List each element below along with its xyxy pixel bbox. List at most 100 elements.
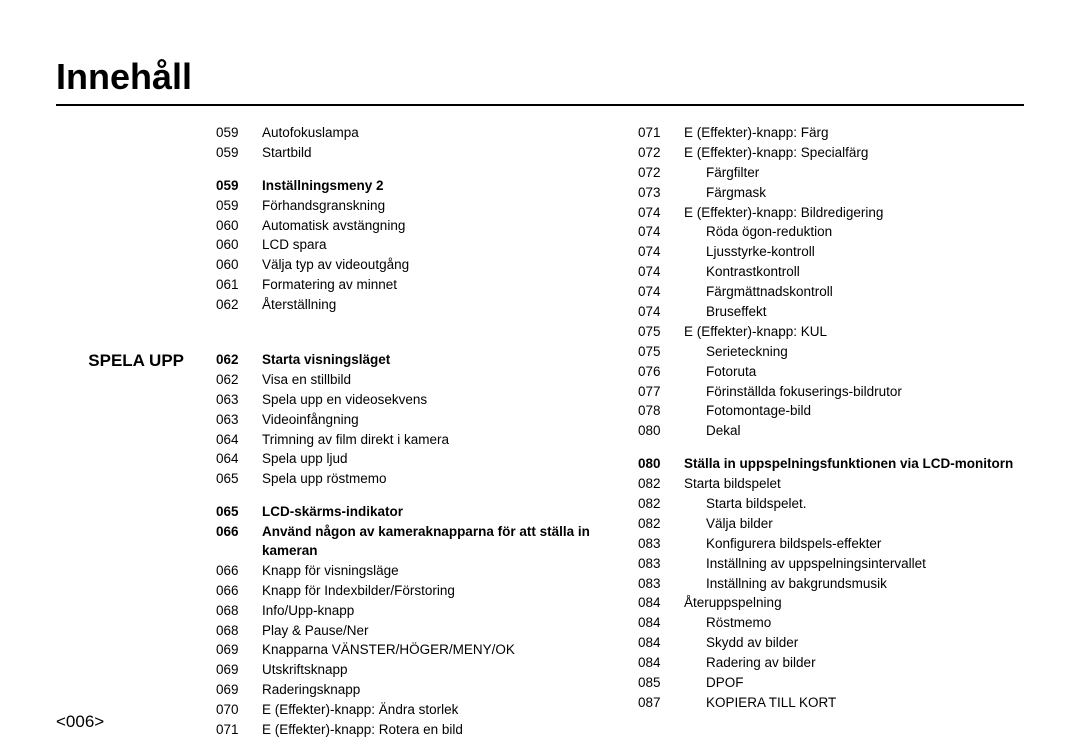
toc-entry: 071E (Effekter)-knapp: Rotera en bild	[216, 721, 602, 740]
toc-entry: 066 Knapp för visningsläge	[216, 562, 602, 581]
toc-page-number: 075	[638, 343, 670, 362]
toc-entry-text: Färgfilter	[684, 164, 1024, 183]
toc-entry: 084 Radering av bilder	[638, 654, 1024, 673]
toc-entry-text: Knapp för Indexbilder/Förstoring	[262, 582, 602, 601]
toc-entry-text: Starta bildspelet.	[684, 495, 1024, 514]
toc-entry-text: Förhandsgranskning	[262, 197, 602, 216]
toc-entry-text: LCD-skärms-indikator	[262, 503, 602, 522]
toc-page-number: 074	[638, 283, 670, 302]
toc-entry-text: Röda ögon-reduktion	[684, 223, 1024, 242]
toc-entry: 074Kontrastkontroll	[638, 263, 1024, 282]
toc-page-number: 068	[216, 622, 248, 641]
toc-entry: 059 Autofokuslampa	[216, 124, 602, 143]
toc-page-number: 082	[638, 495, 670, 514]
toc-entry-text: Inställning av bakgrundsmusik	[684, 575, 1024, 594]
toc-entry: 077Förinställda fokuserings-bildrutor	[638, 383, 1024, 402]
toc-entry-text: Spela upp en videosekvens	[262, 391, 602, 410]
toc-entry-text: Formatering av minnet	[262, 276, 602, 295]
toc-entry: 071E (Effekter)-knapp: Färg	[638, 124, 1024, 143]
toc-entry-text: Bruseffekt	[684, 303, 1024, 322]
toc-entry: 069 Raderingsknapp	[216, 681, 602, 700]
toc-entry-text: Starta visningsläget	[262, 351, 602, 370]
toc-page-number: 062	[216, 351, 248, 370]
toc-page-number: 073	[638, 184, 670, 203]
toc-page-number: 076	[638, 363, 670, 382]
toc-entry: 073 Färgmask	[638, 184, 1024, 203]
toc-entry: 062 Visa en stillbild	[216, 371, 602, 390]
toc-page-number: 059	[216, 124, 248, 143]
toc-page-number: 066	[216, 562, 248, 581]
toc-page-number: 060	[216, 236, 248, 255]
toc-entry-text: Röstmemo	[684, 614, 1024, 633]
toc-entry-text: Välja bilder	[684, 515, 1024, 534]
toc-entry-text: Ställa in uppspelningsfunktionen via LCD…	[684, 455, 1024, 474]
toc-entry: 069Knapparna VÄNSTER/HÖGER/MENY/OK	[216, 641, 602, 660]
toc-entry-text: Raderingsknapp	[262, 681, 602, 700]
toc-page-number: 061	[216, 276, 248, 295]
toc-entry-text: Inställningsmeny 2	[262, 177, 602, 196]
page-title: Innehåll	[56, 56, 1024, 106]
toc-entry: 062Återställning	[216, 296, 602, 315]
toc-page-number: 072	[638, 144, 670, 163]
section-label: SPELA UPP	[56, 351, 188, 371]
toc-entry: 083Inställning av uppspelningsintervalle…	[638, 555, 1024, 574]
toc-entry-text: Autofokuslampa	[262, 124, 602, 143]
toc-entry: 074 E (Effekter)-knapp: Bildredigering	[638, 204, 1024, 223]
toc-entry-text: Play & Pause/Ner	[262, 622, 602, 641]
toc-entry: 082Välja bilder	[638, 515, 1024, 534]
toc-entry-text: Serieteckning	[684, 343, 1024, 362]
toc-entry-text: LCD spara	[262, 236, 602, 255]
toc-entry-text: E (Effekter)-knapp: KUL	[684, 323, 1024, 342]
toc-entry-text: Använd någon av kameraknapparna för att …	[262, 523, 602, 561]
toc-entry-text: Starta bildspelet	[684, 475, 1024, 494]
toc-entry-text: Färgmask	[684, 184, 1024, 203]
toc-entry-text: Visa en stillbild	[262, 371, 602, 390]
toc-entry: 070E (Effekter)-knapp: Ändra storlek	[216, 701, 602, 720]
toc-entry-text: Startbild	[262, 144, 602, 163]
toc-page-number: 063	[216, 391, 248, 410]
toc-page-number: 060	[216, 217, 248, 236]
toc-page-number: 087	[638, 694, 670, 713]
toc-page-number: 074	[638, 204, 670, 223]
toc-entry: 059Inställningsmeny 2	[216, 177, 602, 196]
toc-page-number: 071	[216, 721, 248, 740]
toc-entry-text: DPOF	[684, 674, 1024, 693]
content-columns: 059 Autofokuslampa059 Startbild 059Inställn…	[216, 124, 1024, 741]
toc-entry: 082Starta bildspelet	[638, 475, 1024, 494]
page-number: <006>	[56, 712, 104, 732]
toc-entry-text: Färgmättnadskontroll	[684, 283, 1024, 302]
toc-entry: 061 Formatering av minnet	[216, 276, 602, 295]
toc-entry-text: Trimning av film direkt i kamera	[262, 431, 602, 450]
toc-entry: 084Skydd av bilder	[638, 634, 1024, 653]
toc-page-number: 068	[216, 602, 248, 621]
toc-entry: 063 Spela upp en videosekvens	[216, 391, 602, 410]
toc-page-number: 069	[216, 681, 248, 700]
toc-page-number: 084	[638, 654, 670, 673]
toc-page-number: 070	[216, 701, 248, 720]
toc-entry-text: Förinställda fokuserings-bildrutor	[684, 383, 1024, 402]
toc-entry-text: E (Effekter)-knapp: Bildredigering	[684, 204, 1024, 223]
toc-entry: 074 Röda ögon-reduktion	[638, 223, 1024, 242]
toc-page-number: 064	[216, 450, 248, 469]
toc-entry-text: E (Effekter)-knapp: Specialfärg	[684, 144, 1024, 163]
toc-page-number: 083	[638, 535, 670, 554]
toc-column-2: 071E (Effekter)-knapp: Färg072 E (Effekte…	[638, 124, 1024, 741]
toc-entry-text: Inställning av uppspelningsintervallet	[684, 555, 1024, 574]
toc-entry: 065Spela upp röstmemo	[216, 470, 602, 489]
toc-entry: 075 Serieteckning	[638, 343, 1024, 362]
toc-page-number: 066	[216, 523, 248, 561]
toc-entry: 064Spela upp ljud	[216, 450, 602, 469]
toc-entry-text: Konfigurera bildspels-effekter	[684, 535, 1024, 554]
toc-page-number: 062	[216, 371, 248, 390]
toc-entry: 062 Starta visningsläget	[216, 351, 602, 370]
toc-entry: 074 Färgmättnadskontroll	[638, 283, 1024, 302]
toc-page-number: 074	[638, 223, 670, 242]
toc-entry-text: Radering av bilder	[684, 654, 1024, 673]
toc-page-number: 074	[638, 303, 670, 322]
toc-entry: 076Fotoruta	[638, 363, 1024, 382]
toc-entry-text: Knapp för visningsläge	[262, 562, 602, 581]
toc-entry-text: Återställning	[262, 296, 602, 315]
toc-page-number: 085	[638, 674, 670, 693]
section-label-column: SPELA UPP	[56, 124, 188, 741]
toc-entry: 074Ljusstyrke-kontroll	[638, 243, 1024, 262]
